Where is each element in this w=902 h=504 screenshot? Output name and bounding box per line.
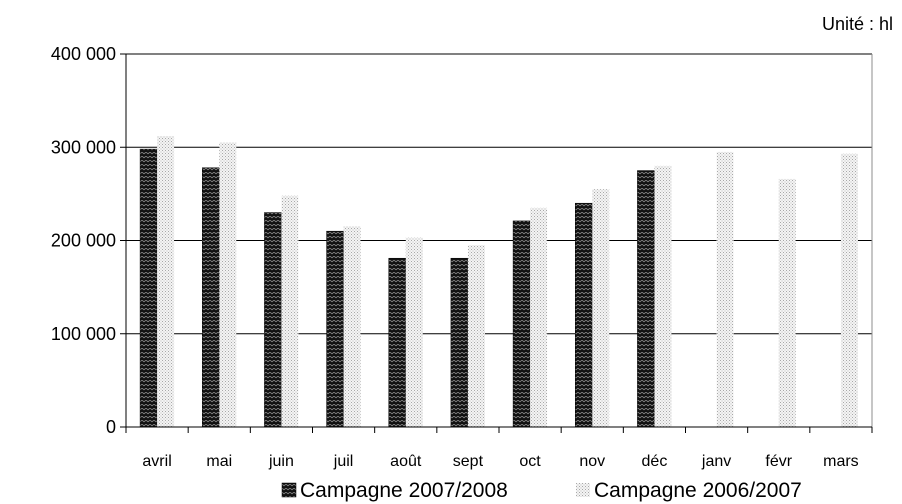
x-tick-label-9: janv [701,453,731,470]
x-tick-label-3: juil [333,453,354,470]
x-tick-label-8: déc [642,453,668,470]
bar-series1-7 [575,202,593,428]
bar-series2-9 [716,151,734,427]
unit-label: Unité : hl [822,14,893,34]
x-tick-labels: avril mai juin juil août sept oct nov déc janv fév… [142,453,858,470]
y-tick-label-0: 0 [106,417,116,437]
bar-series2-3 [343,226,361,427]
bars [139,136,858,428]
x-tick-label-7: nov [579,453,605,470]
bar-series1-1 [202,167,220,428]
x-tick-label-1: mai [206,453,232,470]
x-tick-label-4: août [390,453,422,470]
bar-series2-2 [281,195,299,427]
x-tick-label-5: sept [453,453,484,470]
bar-series2-0 [157,136,175,427]
bar-series1-4 [388,257,406,428]
bar-series1-3 [326,230,344,428]
legend: Campagne 2007/2008 Campagne 2006/2007 [281,479,802,502]
bar-series1-6 [512,220,531,428]
bar-series2-11 [840,153,858,427]
bar-series2-4 [405,237,423,427]
x-tick-label-2: juin [268,453,294,470]
legend-swatch-campagne-2007-2008 [281,482,297,498]
x-tick-label-10: févr [765,453,792,470]
bar-series1-8 [637,170,655,428]
legend-label-campagne-2007-2008: Campagne 2007/2008 [300,479,508,502]
bar-series1-2 [264,212,282,428]
legend-label-campagne-2006-2007: Campagne 2006/2007 [594,479,802,502]
bar-series2-7 [592,189,610,427]
gridlines [126,53,872,335]
x-tick-label-0: avril [142,453,171,470]
bar-series1-5 [450,257,469,428]
y-tick-label-2: 200 000 [51,231,116,251]
bar-series2-6 [530,207,548,427]
axes [120,53,873,433]
y-tick-labels: 0 100 000 200 000 300 000 400 000 [51,44,116,437]
bar-series2-10 [778,178,796,427]
bar-series2-8 [654,165,672,427]
legend-swatch-campagne-2006-2007 [576,483,590,497]
y-tick-label-4: 400 000 [51,44,116,64]
x-tick-label-6: oct [519,453,541,470]
bar-series1-0 [139,148,158,428]
bar-series2-1 [219,142,237,427]
bar-series2-5 [467,245,485,427]
y-tick-label-1: 100 000 [51,324,116,344]
x-tick-label-11: mars [823,453,859,470]
y-tick-label-3: 300 000 [51,137,116,157]
